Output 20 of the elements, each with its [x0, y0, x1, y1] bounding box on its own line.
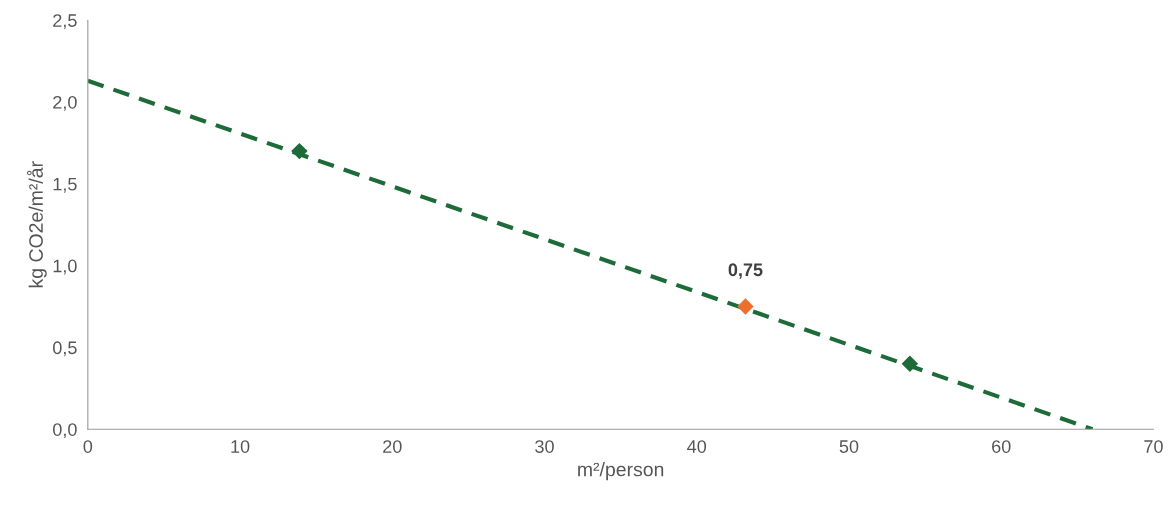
- y-tick-label: 2,0: [53, 95, 77, 111]
- y-tick-label: 0,5: [53, 341, 77, 357]
- point: [737, 298, 754, 315]
- x-tick-label: 20: [383, 440, 402, 453]
- point: [291, 142, 308, 160]
- x-tick-label: 0: [83, 440, 93, 453]
- x-tick-label: 70: [1144, 440, 1163, 453]
- y-tick-label: 1,0: [53, 259, 77, 275]
- x-tick-label: 50: [839, 440, 859, 453]
- y-axis-title: kg CO2e/m²/år: [27, 161, 47, 288]
- x-axis-title: m²/person: [578, 462, 664, 481]
- data-label: 0,75: [728, 263, 763, 279]
- y-tick-label: 1,5: [53, 177, 77, 193]
- x-tick-label: 10: [231, 440, 250, 453]
- y-tick-label: 2,5: [53, 14, 77, 30]
- y-tick-label: 0,0: [53, 423, 77, 439]
- point: [901, 355, 919, 373]
- x-tick-label: 40: [687, 440, 707, 453]
- x-tick-label: 30: [535, 440, 554, 453]
- x-tick-label: 60: [992, 440, 1011, 453]
